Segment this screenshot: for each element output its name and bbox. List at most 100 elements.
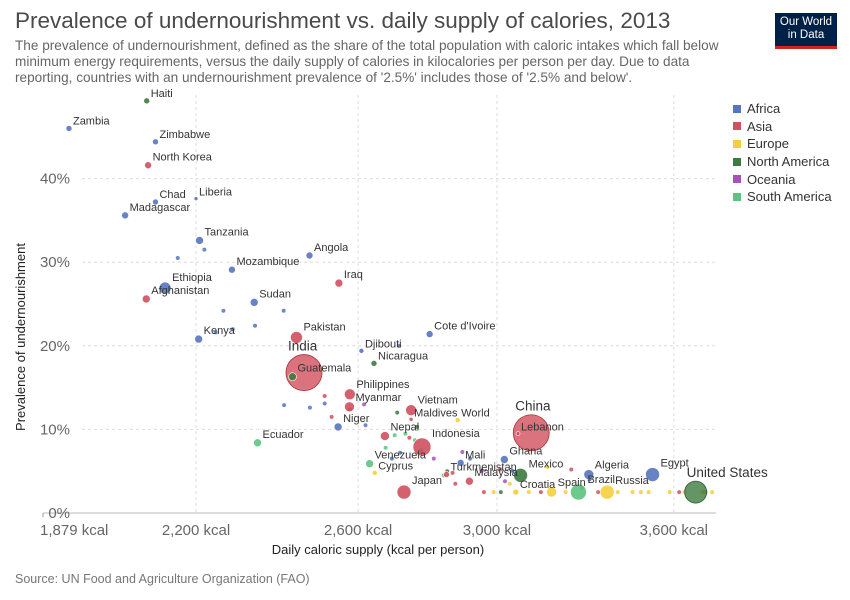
point-label: Cyprus <box>378 460 413 472</box>
data-point[interactable] <box>176 256 180 260</box>
data-point[interactable] <box>66 125 72 131</box>
point-label: Algeria <box>595 460 630 472</box>
point-label: Ecuador <box>263 429 304 441</box>
data-point[interactable] <box>569 468 573 472</box>
x-tick-label: 3,000 kcal <box>463 522 531 539</box>
data-point[interactable] <box>344 389 355 400</box>
legend: Africa Asia Europe North America Oceania Sout… <box>733 100 832 206</box>
data-point[interactable] <box>372 470 377 475</box>
data-point[interactable] <box>397 485 411 499</box>
data-point[interactable] <box>677 490 681 494</box>
data-point[interactable] <box>288 373 296 381</box>
data-point[interactable] <box>194 197 198 201</box>
data-point[interactable] <box>306 252 313 259</box>
data-point[interactable] <box>195 335 203 343</box>
data-point[interactable] <box>426 331 433 338</box>
data-point[interactable] <box>407 436 411 440</box>
point-label: Russia <box>615 475 650 487</box>
data-point[interactable] <box>221 309 225 313</box>
legend-swatch <box>733 122 741 130</box>
point-label: Mexico <box>529 458 564 470</box>
data-point[interactable] <box>647 490 651 494</box>
point-label: Nepal <box>390 422 419 434</box>
data-point[interactable] <box>359 348 364 353</box>
data-point[interactable] <box>465 477 473 485</box>
data-point[interactable] <box>282 309 286 313</box>
data-point[interactable] <box>600 485 614 499</box>
x-tick-label: 3,600 kcal <box>640 522 708 539</box>
data-point[interactable] <box>228 266 235 273</box>
point-label: Lebanon <box>521 422 564 434</box>
data-point[interactable] <box>616 490 620 494</box>
legend-label: North America <box>747 154 829 169</box>
x-tick-labels: 1,879 kcal 2,200 kcal 2,600 kcal 3,000 kcal… <box>40 522 708 539</box>
data-point[interactable] <box>596 490 600 494</box>
legend-label: Asia <box>747 119 772 134</box>
data-point[interactable] <box>443 472 449 478</box>
legend-label: South America <box>747 189 832 204</box>
data-point[interactable] <box>330 415 334 419</box>
data-point[interactable] <box>323 401 327 405</box>
legend-item[interactable]: Asia <box>733 118 832 136</box>
data-point[interactable] <box>145 162 152 169</box>
point-label: Chad <box>159 189 185 201</box>
data-point[interactable] <box>631 490 635 494</box>
data-point[interactable] <box>334 423 342 431</box>
data-point[interactable] <box>492 490 496 494</box>
point-label: Madagascar <box>130 202 191 214</box>
x-tick-label: 2,200 kcal <box>162 522 230 539</box>
legend-label: Africa <box>747 101 780 116</box>
data-point[interactable] <box>282 403 286 407</box>
data-point[interactable] <box>453 482 457 486</box>
point-label: United States <box>687 465 768 480</box>
data-point[interactable] <box>152 139 158 145</box>
data-point[interactable] <box>250 298 258 306</box>
data-point[interactable] <box>344 402 354 412</box>
x-axis-label: Daily caloric supply (kcal per person) <box>272 542 484 557</box>
data-point[interactable] <box>335 279 343 287</box>
point-label: Zimbabwe <box>159 129 210 141</box>
data-point[interactable] <box>323 394 327 398</box>
point-label: Nicaragua <box>378 350 429 362</box>
data-point[interactable] <box>503 479 507 483</box>
data-point[interactable] <box>395 411 399 415</box>
data-point[interactable] <box>142 295 150 303</box>
legend-label: Oceania <box>747 172 795 187</box>
data-point[interactable] <box>516 432 520 436</box>
data-point[interactable] <box>460 450 464 454</box>
data-point[interactable] <box>393 433 397 437</box>
data-point[interactable] <box>564 490 568 494</box>
legend-swatch <box>733 140 741 148</box>
legend-item[interactable]: North America <box>733 153 832 171</box>
point-label: Croatia <box>520 479 556 491</box>
data-point[interactable] <box>432 457 436 461</box>
legend-item[interactable]: Africa <box>733 100 832 118</box>
data-point[interactable] <box>508 482 512 486</box>
data-point[interactable] <box>685 481 707 503</box>
data-point[interactable] <box>710 490 714 494</box>
legend-item[interactable]: Oceania <box>733 170 832 188</box>
data-point[interactable] <box>144 98 150 104</box>
point-label: Zambia <box>73 115 111 127</box>
data-point[interactable] <box>639 490 643 494</box>
point-label: Philippines <box>356 379 410 391</box>
x-tick-label: 2,600 kcal <box>324 522 392 539</box>
data-point[interactable] <box>513 489 519 495</box>
data-point[interactable] <box>380 432 389 441</box>
data-point[interactable] <box>254 439 262 447</box>
point-labels: HaitiZambiaZimbabweNorth KoreaChad Liberi… <box>73 88 768 491</box>
legend-item[interactable]: South America <box>733 188 832 206</box>
point-label: Guatemala <box>297 363 352 375</box>
legend-item[interactable]: Europe <box>733 135 832 153</box>
data-point[interactable] <box>371 360 377 366</box>
data-point[interactable] <box>122 212 129 219</box>
data-point[interactable] <box>308 406 312 410</box>
data-point[interactable] <box>202 248 206 252</box>
data-point[interactable] <box>196 236 204 244</box>
point-label: Pakistan <box>303 321 345 333</box>
data-point[interactable] <box>253 324 257 328</box>
data-point[interactable] <box>482 490 486 494</box>
data-point[interactable] <box>499 490 503 494</box>
data-point[interactable] <box>668 490 672 494</box>
data-point[interactable] <box>366 460 374 468</box>
